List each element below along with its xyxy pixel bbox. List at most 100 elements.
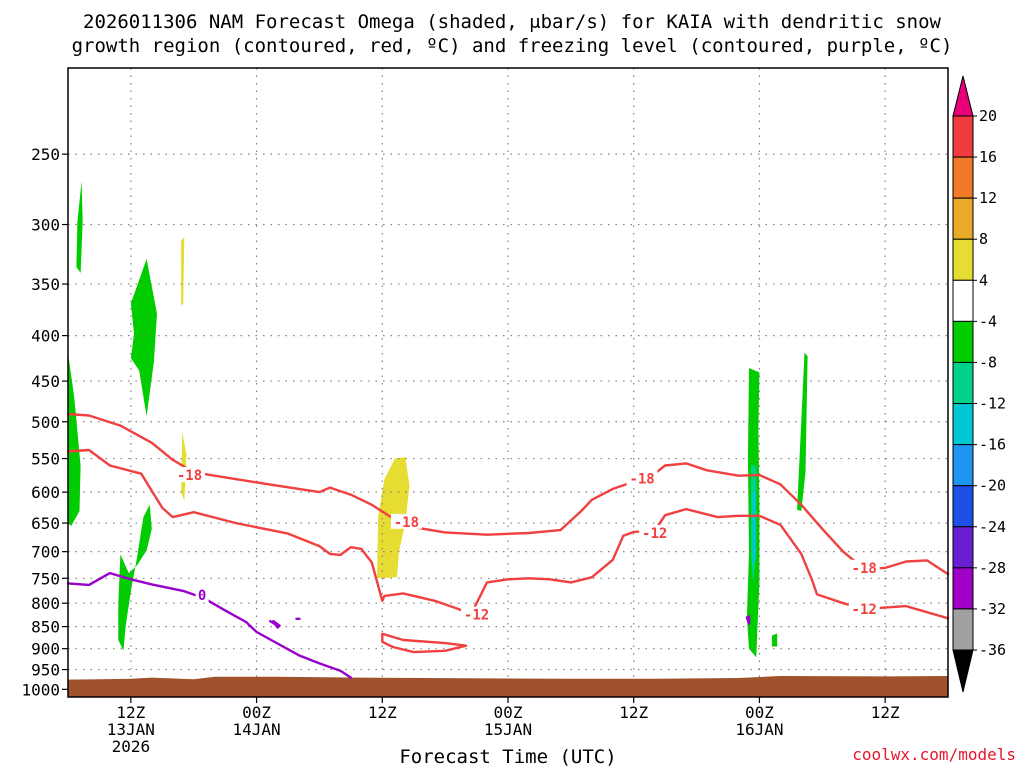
colorbar-cell-0: [952, 115, 974, 158]
x-tick-label-0-2: 2026: [112, 737, 151, 756]
y-tick-label-14: 950: [31, 661, 60, 680]
colorbar-cell-4: [952, 279, 974, 322]
contour-label-bg-0: [174, 467, 206, 483]
contour-label-bg-5: [639, 525, 671, 541]
colorbar-bottom-triangle: [952, 649, 974, 693]
omega-region-2: [68, 352, 81, 526]
x-tick-label-0-1: 13JAN: [107, 720, 155, 739]
contour-label-bg-6: [848, 600, 880, 616]
contour-label-2: -18: [629, 471, 654, 487]
dgz-contour-0: [66, 412, 950, 576]
freezing-contour-0: [66, 571, 353, 679]
x-tick-label-3-0: 00Z: [494, 703, 523, 722]
chart-title-line1: 2026011306 NAM Forecast Omega (shaded, μ…: [83, 11, 941, 33]
ground-layer: [68, 676, 948, 697]
contour-label-bg-1: [390, 513, 422, 529]
contour-label-bg-2: [626, 470, 658, 486]
colorbar-label-0: 20: [979, 107, 997, 125]
colorbar-label-11: -28: [979, 559, 1006, 577]
colorbar-cell-7: [952, 403, 974, 446]
contour-label-bg-7: [195, 586, 209, 602]
freezing-contour-3: [745, 615, 751, 625]
x-tick-label-5-0: 00Z: [745, 703, 774, 722]
colorbar-label-4: 4: [979, 271, 988, 289]
y-tick-label-6: 550: [31, 450, 60, 469]
y-tick-label-13: 900: [31, 640, 60, 659]
contour-label-bg-3: [848, 559, 880, 575]
contour-label-4: -12: [464, 608, 489, 624]
x-tick-label-5-1: 16JAN: [735, 720, 783, 739]
plot-background: [68, 68, 948, 697]
colorbar-cell-3: [952, 238, 974, 281]
y-axis: 250 300 350 400 450 500 550 600 650 700 750 800 850 9…: [21, 145, 68, 699]
colorbar-label-7: -12: [979, 395, 1006, 413]
colorbar-label-6: -8: [979, 353, 997, 371]
chart-title-line2: growth region (contoured, red, ºC) and f…: [72, 35, 953, 57]
x-tick-label-0-0: 12Z: [116, 703, 145, 722]
omega-region-11: [772, 633, 778, 647]
colorbar-cell-6: [952, 361, 974, 405]
y-tick-label-11: 800: [31, 594, 60, 613]
y-tick-label-4: 450: [31, 372, 60, 391]
colorbar-label-8: -16: [979, 436, 1006, 454]
omega-region-9: [752, 492, 756, 563]
contour-label-5: -12: [642, 526, 667, 542]
colorbar-cell-10: [952, 526, 974, 569]
x-tick-label-6-0: 12Z: [871, 703, 900, 722]
colorbar-cell-2: [952, 197, 974, 240]
x-tick-label-2-0: 12Z: [368, 703, 397, 722]
omega-region-3: [118, 504, 152, 651]
omega-region-4: [181, 237, 185, 306]
colorbar-cell-11: [952, 567, 974, 610]
dgz-contour-1: [66, 448, 950, 620]
contour-label-1: -18: [394, 515, 419, 531]
contour-label-bg-4: [461, 606, 493, 622]
contour-label-0: -18: [177, 468, 202, 484]
freezing-contour-1: [269, 619, 281, 629]
y-tick-label-10: 750: [31, 569, 60, 588]
y-tick-label-9: 700: [31, 543, 60, 562]
colorbar: 20 16 12 8 4 -4 -8 -12 -16 -20 -24 -28 -32 -36: [952, 75, 1006, 693]
colorbar-label-5: -4: [979, 312, 997, 330]
colorbar-label-12: -32: [979, 600, 1006, 618]
plot-area: [68, 68, 948, 697]
contour-label-3: -18: [852, 561, 877, 577]
x-tick-label-3-1: 15JAN: [484, 720, 532, 739]
colorbar-label-1: 16: [979, 148, 997, 166]
colorbar-label-10: -24: [979, 518, 1006, 536]
y-tick-label-3: 400: [31, 327, 60, 346]
y-tick-label-5: 500: [31, 413, 60, 432]
contour-label-7: 0: [198, 588, 206, 604]
colorbar-cell-1: [952, 156, 974, 199]
contour-layer: [66, 412, 950, 679]
colorbar-cell-5: [952, 320, 974, 363]
x-tick-label-1-1: 14JAN: [232, 720, 280, 739]
site-credit[interactable]: coolwx.com/models: [852, 745, 1016, 764]
contour-label-6: -12: [852, 602, 877, 618]
y-tick-label-0: 250: [31, 145, 60, 164]
omega-region-0: [76, 181, 83, 273]
y-tick-label-15: 1000: [21, 680, 60, 699]
colorbar-top-triangle: [952, 75, 974, 117]
omega-shading-layer: [68, 181, 808, 658]
colorbar-label-13: -36: [979, 641, 1006, 659]
x-tick-label-1-0: 00Z: [242, 703, 271, 722]
omega-region-10: [797, 352, 808, 511]
y-tick-label-8: 650: [31, 514, 60, 533]
colorbar-label-2: 12: [979, 189, 997, 207]
colorbar-cell-12: [952, 608, 974, 651]
x-axis-label: Forecast Time (UTC): [399, 746, 616, 768]
dgz-contour-2: [381, 632, 468, 654]
omega-region-1: [130, 259, 157, 417]
colorbar-label-9: -20: [979, 477, 1006, 495]
colorbar-label-3: 8: [979, 230, 988, 248]
y-tick-label-1: 300: [31, 216, 60, 235]
ground-fill: [68, 676, 948, 697]
colorbar-cell-8: [952, 444, 974, 487]
x-tick-label-4-0: 12Z: [619, 703, 648, 722]
contour-label-layer: -18 -18 -18 -18 -12 -12 -12 0: [174, 467, 880, 624]
y-tick-label-12: 850: [31, 618, 60, 637]
y-tick-label-2: 350: [31, 275, 60, 294]
